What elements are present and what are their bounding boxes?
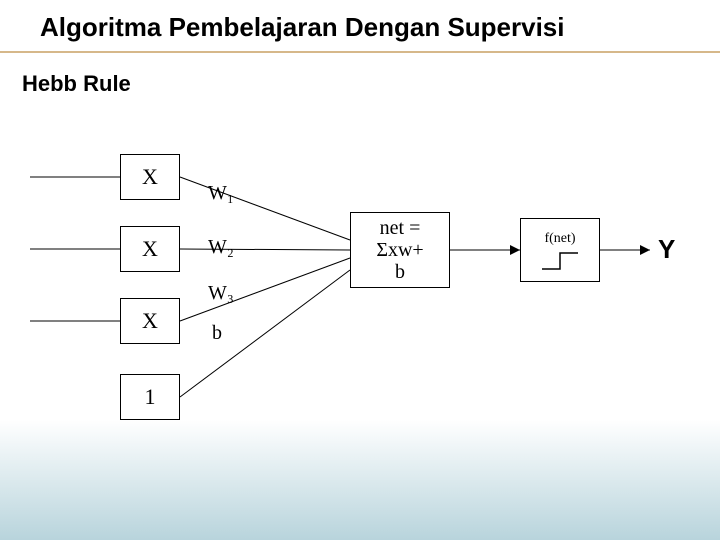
input-node-2: X (120, 298, 180, 344)
title-bar: Algoritma Pembelajaran Dengan Supervisi (0, 0, 720, 53)
input-node-0: X (120, 154, 180, 200)
weight-label-1: W₂ (208, 236, 234, 259)
sum-node: net =Σxw+b (350, 212, 450, 288)
input-node-3: 1 (120, 374, 180, 420)
subtitle: Hebb Rule (0, 53, 720, 97)
hebb-diagram: XXX1W₁W₂W₃bnet =Σxw+bf(net)Y (30, 140, 690, 480)
weight-label-2: W₃ (208, 282, 234, 305)
step-function-icon (540, 247, 580, 273)
weight-label-3: b (212, 322, 222, 345)
output-label: Y (658, 234, 675, 265)
fnet-label: f(net) (544, 231, 575, 247)
input-node-1: X (120, 226, 180, 272)
activation-node: f(net) (520, 218, 600, 282)
page-title: Algoritma Pembelajaran Dengan Supervisi (40, 12, 700, 43)
weight-label-0: W₁ (208, 182, 234, 205)
